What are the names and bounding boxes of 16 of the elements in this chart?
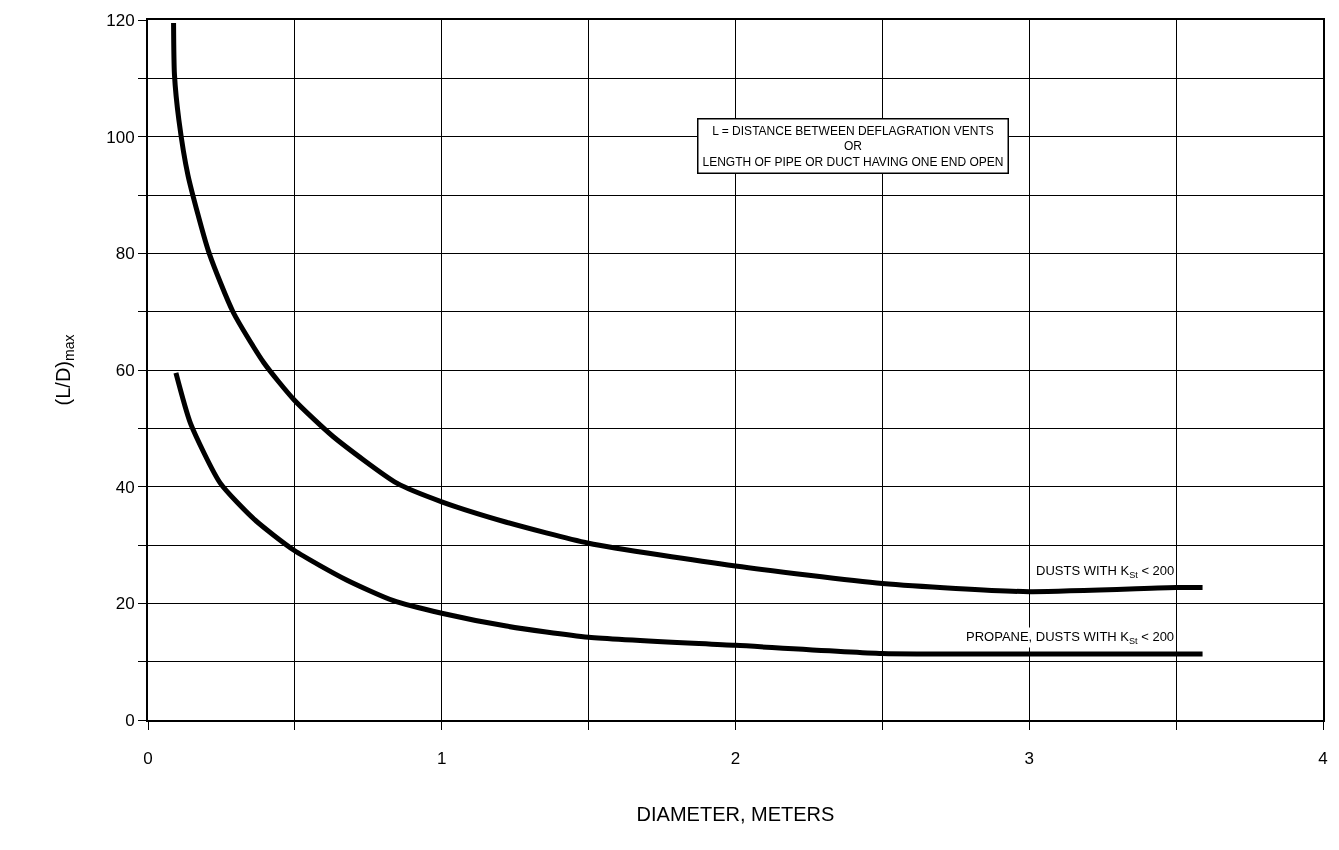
- x-axis-title: DIAMETER, METERS: [636, 803, 835, 826]
- y-tick-label: 80: [115, 244, 135, 264]
- y-tick-label: 100: [106, 127, 135, 147]
- y-tick-label: 40: [115, 477, 135, 497]
- y-tick-label: 120: [106, 10, 135, 30]
- x-tick-label: 0: [143, 749, 153, 769]
- x-tick-label: 4: [1318, 749, 1328, 769]
- x-tick-label: 3: [1024, 749, 1034, 769]
- y-tick-label: 0: [125, 710, 135, 730]
- annotation: L = DISTANCE BETWEEN DEFLAGRATION VENTS OR LENGTH OF PIPE OR DUCT HAVING ONE END OPEN: [702, 123, 1004, 169]
- y-tick-label: 20: [115, 594, 135, 614]
- x-tick-label: 2: [730, 749, 741, 769]
- x-tick-label: 1: [437, 749, 447, 769]
- annotation: PROPANE, DUSTS WITH K$_{St}$ < 200: [966, 629, 1175, 646]
- y-tick-label: 60: [115, 360, 135, 380]
- annotation: DUSTS WITH K$_{St}$ < 200: [1036, 563, 1175, 580]
